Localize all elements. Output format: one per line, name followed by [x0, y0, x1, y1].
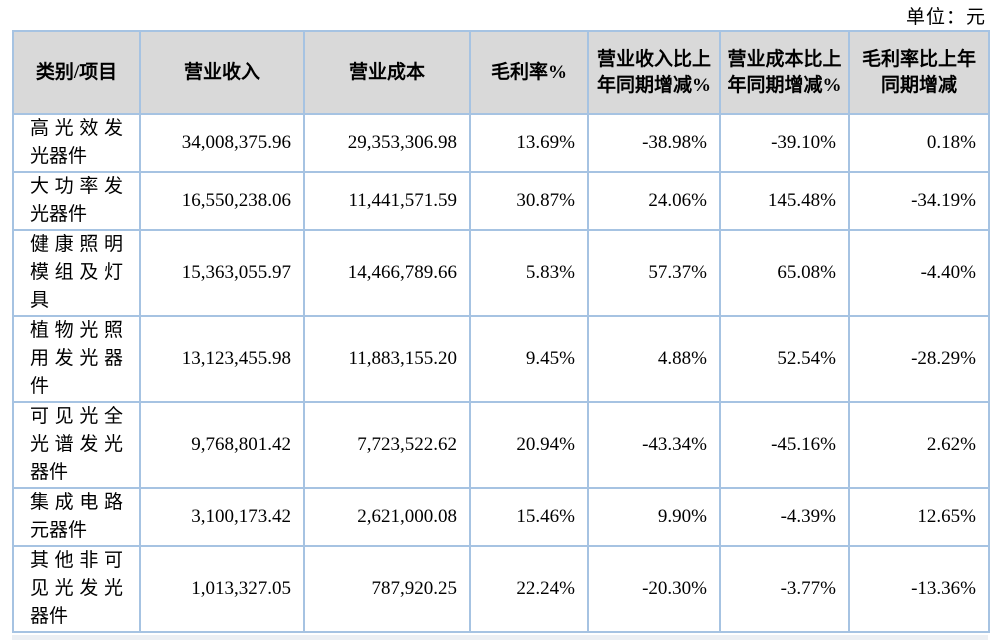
category-cell: 其他非可见光发光器件	[12, 545, 141, 633]
header-row: 类别/项目 营业收入 营业成本 毛利率% 营业收入比上年同期增减% 营业成本比上年同期增减…	[12, 30, 990, 115]
revenue-cell: 1,013,327.05	[139, 545, 305, 633]
table-row: 大功率发光器件 16,550,238.06 11,441,571.59 30.87% 2…	[12, 171, 990, 231]
cost-yoy-cell: 52.54%	[719, 315, 850, 403]
table-row: 其他非可见光发光器件 1,013,327.05 787,920.25 22.24% -2…	[12, 545, 990, 633]
table-row: 植物光照用发光器件 13,123,455.98 11,883,155.20 9.45%…	[12, 315, 990, 403]
revenue-cell: 16,550,238.06	[139, 171, 305, 231]
margin-cell: 9.45%	[469, 315, 589, 403]
header-category: 类别/项目	[12, 30, 141, 115]
cost-cell: 787,920.25	[303, 545, 471, 633]
cost-cell: 29,353,306.98	[303, 113, 471, 173]
margin-yoy-cell: 2.62%	[848, 401, 990, 489]
margin-yoy-cell: -34.19%	[848, 171, 990, 231]
revenue-yoy-cell: 24.06%	[587, 171, 721, 231]
header-margin: 毛利率%	[469, 30, 589, 115]
cost-yoy-cell: -45.16%	[719, 401, 850, 489]
revenue-cell: 13,123,455.98	[139, 315, 305, 403]
margin-yoy-cell: -13.36%	[848, 545, 990, 633]
table-row: 集成电路元器件 3,100,173.42 2,621,000.08 15.46% 9.9…	[12, 487, 990, 547]
revenue-cell: 3,100,173.42	[139, 487, 305, 547]
cost-cell: 11,441,571.59	[303, 171, 471, 231]
header-margin-yoy: 毛利率比上年同期增减	[848, 30, 990, 115]
revenue-cell: 9,768,801.42	[139, 401, 305, 489]
header-revenue-yoy: 营业收入比上年同期增减%	[587, 30, 721, 115]
category-cell: 植物光照用发光器件	[12, 315, 141, 403]
header-cost-yoy: 营业成本比上年同期增减%	[719, 30, 850, 115]
table-row: 高光效发光器件 34,008,375.96 29,353,306.98 13.69% -…	[12, 113, 990, 173]
table-body: 高光效发光器件 34,008,375.96 29,353,306.98 13.69% -…	[12, 113, 990, 633]
margin-cell: 5.83%	[469, 229, 589, 317]
cost-cell: 11,883,155.20	[303, 315, 471, 403]
cost-yoy-cell: 145.48%	[719, 171, 850, 231]
cost-yoy-cell: 65.08%	[719, 229, 850, 317]
category-cell: 集成电路元器件	[12, 487, 141, 547]
cost-yoy-cell: -4.39%	[719, 487, 850, 547]
margin-yoy-cell: 12.65%	[848, 487, 990, 547]
margin-yoy-cell: 0.18%	[848, 113, 990, 173]
margin-cell: 22.24%	[469, 545, 589, 633]
category-cell: 大功率发光器件	[12, 171, 141, 231]
cost-cell: 14,466,789.66	[303, 229, 471, 317]
margin-cell: 20.94%	[469, 401, 589, 489]
category-cell: 高光效发光器件	[12, 113, 141, 173]
revenue-yoy-cell: -20.30%	[587, 545, 721, 633]
table-row: 健康照明模组及灯具 15,363,055.97 14,466,789.66 5.83%…	[12, 229, 990, 317]
table-row: 可见光全光谱发光器件 9,768,801.42 7,723,522.62 20.94%…	[12, 401, 990, 489]
revenue-yoy-cell: 9.90%	[587, 487, 721, 547]
category-cell: 健康照明模组及灯具	[12, 229, 141, 317]
cost-yoy-cell: -39.10%	[719, 113, 850, 173]
revenue-yoy-cell: -38.98%	[587, 113, 721, 173]
revenue-yoy-cell: 4.88%	[587, 315, 721, 403]
cost-yoy-cell: -3.77%	[719, 545, 850, 633]
revenue-yoy-cell: 57.37%	[587, 229, 721, 317]
margin-yoy-cell: -4.40%	[848, 229, 990, 317]
table-header: 类别/项目 营业收入 营业成本 毛利率% 营业收入比上年同期增减% 营业成本比上年同期增减…	[12, 30, 990, 115]
revenue-yoy-cell: -43.34%	[587, 401, 721, 489]
financial-category-table: 类别/项目 营业收入 营业成本 毛利率% 营业收入比上年同期增减% 营业成本比上年同期增减…	[12, 30, 990, 633]
header-cost: 营业成本	[303, 30, 471, 115]
cutoff-next-row	[12, 635, 988, 640]
margin-cell: 30.87%	[469, 171, 589, 231]
header-revenue: 营业收入	[139, 30, 305, 115]
margin-cell: 13.69%	[469, 113, 589, 173]
cost-cell: 2,621,000.08	[303, 487, 471, 547]
margin-yoy-cell: -28.29%	[848, 315, 990, 403]
unit-label: 单位：元	[905, 7, 986, 28]
revenue-cell: 34,008,375.96	[139, 113, 305, 173]
revenue-cell: 15,363,055.97	[139, 229, 305, 317]
category-cell: 可见光全光谱发光器件	[12, 401, 141, 489]
cost-cell: 7,723,522.62	[303, 401, 471, 489]
margin-cell: 15.46%	[469, 487, 589, 547]
